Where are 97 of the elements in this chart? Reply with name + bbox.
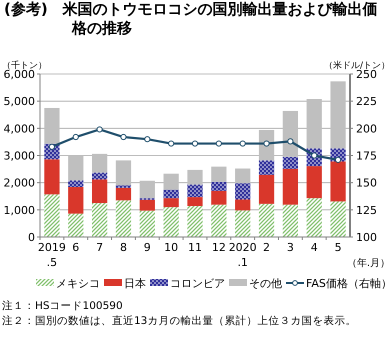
- legend-label: コロンビア: [170, 277, 225, 290]
- bar: [140, 200, 155, 211]
- text: 注１：HSコード100590: [2, 299, 123, 312]
- bar: [164, 207, 179, 237]
- bar: [68, 156, 84, 180]
- y2-tick-label: 250: [356, 68, 377, 81]
- x-tick-label: 10: [164, 241, 178, 254]
- point: [240, 140, 246, 147]
- bar: [306, 166, 322, 198]
- bar: [187, 197, 203, 206]
- y2-tick-label: 200: [356, 122, 377, 136]
- bar: [258, 204, 274, 237]
- x-tick-label: 5: [334, 241, 342, 254]
- bar: [235, 210, 250, 237]
- bar: [140, 180, 155, 198]
- bar: [258, 160, 274, 175]
- y-tick-label: 0: [28, 231, 35, 244]
- y-tick-label: 5,000: [4, 95, 35, 108]
- legend-label: FAS価格（右軸）: [306, 277, 392, 290]
- bar: [235, 168, 250, 184]
- bar: [282, 168, 298, 205]
- bar: [92, 203, 108, 237]
- bar: [211, 182, 226, 191]
- bar: [330, 81, 346, 148]
- y-tick-label: 3,000: [4, 150, 35, 162]
- bar: [282, 110, 298, 157]
- bar: [68, 180, 84, 188]
- y-axis-title: （千トン）: [2, 60, 47, 71]
- bar: [44, 159, 60, 194]
- point: [120, 134, 127, 140]
- point: [192, 140, 198, 147]
- x-tick-label: 9: [144, 241, 151, 254]
- bar: [68, 187, 84, 214]
- y-tick-label: 4,000: [4, 122, 35, 136]
- bar: [187, 184, 203, 198]
- y-tick-label: 2,000: [4, 176, 35, 190]
- bar: [306, 198, 322, 237]
- bar: [164, 174, 179, 190]
- y-tick-label: 1,000: [4, 204, 35, 217]
- bar: [258, 174, 274, 204]
- y2-axis-title: （米ドル/トン）: [324, 60, 390, 71]
- point: [263, 140, 270, 147]
- bar: [116, 188, 132, 200]
- bar: [235, 200, 250, 210]
- x-tick-label: 2: [263, 241, 270, 254]
- point: [334, 156, 342, 163]
- bar: [306, 98, 322, 148]
- text: 注２：国別の数値は、直近13カ月の輸出量（累計）上位３カ国を表示。: [2, 314, 356, 327]
- legend-label: 日本: [124, 277, 146, 290]
- bar: [116, 160, 132, 186]
- x-tick-label: 6: [72, 241, 80, 254]
- bar: [282, 156, 298, 169]
- bar: [187, 206, 203, 237]
- bar: [330, 201, 346, 237]
- bar: [92, 154, 108, 173]
- x-tick-label: 11: [188, 241, 202, 254]
- x-tick-label: 2019 .5: [38, 241, 66, 269]
- point: [168, 140, 174, 147]
- point: [72, 134, 79, 140]
- bar: [92, 179, 108, 204]
- point: [48, 144, 56, 150]
- bar: [44, 108, 60, 144]
- bar: [44, 194, 60, 237]
- bar: [211, 190, 226, 205]
- legend-label: その他: [249, 277, 282, 290]
- y2-tick-label: 225: [356, 95, 377, 108]
- bar: [164, 198, 179, 208]
- x-tick-label: 8: [120, 241, 127, 254]
- point: [287, 138, 294, 144]
- bar: [164, 190, 179, 198]
- bar: [187, 170, 203, 185]
- x-tick-label: 3: [286, 241, 294, 254]
- y2-tick-label: 125: [356, 204, 377, 217]
- y2-tick-label: 100: [356, 231, 377, 244]
- point: [216, 140, 222, 147]
- point: [144, 136, 150, 142]
- bar: [116, 185, 132, 188]
- x-axis-title: （年.月）: [346, 257, 390, 269]
- x-tick-label: 12: [212, 241, 226, 254]
- legend-label: メキシコ: [56, 277, 100, 290]
- bar: [92, 172, 108, 180]
- x-tick-label: 2020 .1: [228, 241, 257, 269]
- x-tick-label: 7: [96, 241, 104, 254]
- bar: [211, 166, 226, 182]
- x-tick-label: 4: [310, 241, 318, 254]
- bar: [330, 161, 346, 202]
- point: [96, 126, 103, 133]
- bar: [282, 204, 298, 237]
- bar: [140, 210, 155, 237]
- chart-title: (参考) 米国のトウモロコシの国別輸出量および輸出価格の推移: [4, 0, 379, 38]
- bar: [68, 214, 84, 237]
- y2-tick-label: 150: [356, 176, 377, 190]
- y-tick-label: 6,000: [4, 68, 35, 81]
- bar: [235, 183, 250, 200]
- bar: [211, 204, 226, 237]
- bar: [116, 200, 132, 237]
- y2-tick-label: 175: [356, 150, 377, 162]
